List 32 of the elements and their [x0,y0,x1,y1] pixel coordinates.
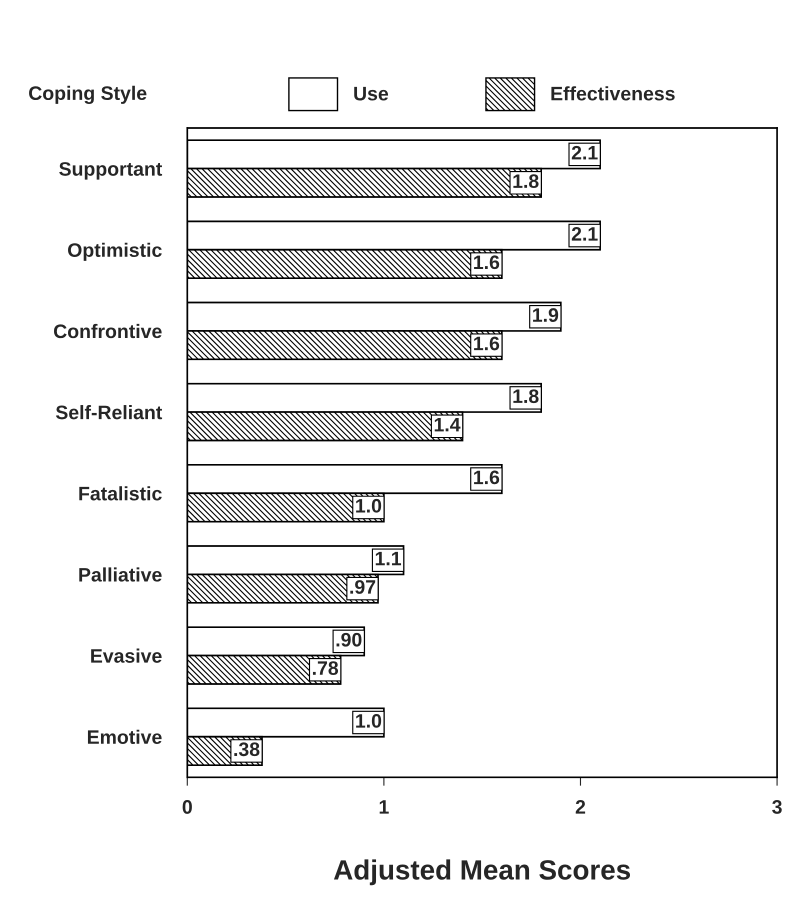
x-tick-label: 3 [772,800,782,814]
data-label: 2.1 [572,146,598,160]
y-tick-label: Evasive [91,648,162,663]
y-tick-label: Fatalistic [79,486,162,500]
y-tick-label: Palliative [79,567,162,582]
data-label: 1.6 [474,470,500,484]
data-label: 1.0 [356,714,382,728]
data-label: 1.6 [474,336,500,350]
x-tick-label: 0 [182,800,192,814]
data-label: 1.8 [513,174,539,188]
data-label: 1.6 [474,255,500,270]
y-tick-label: Supportant [59,162,162,180]
data-label: 1.1 [376,552,402,566]
data-label: 1.8 [513,389,539,404]
data-label: 1.0 [356,498,382,513]
legend-label: Use [354,86,388,100]
data-label: 1.4 [434,418,460,432]
y-tick-label: Optimistic [68,242,162,261]
data-label: 2.1 [572,227,598,241]
y-tick-label: Confrontive [54,324,162,338]
data-label: .97 [350,580,376,594]
data-label: .90 [336,632,362,647]
data-label: .38 [234,742,260,756]
y-tick-label: Self-Reliant [56,405,162,420]
x-tick-label: 1 [380,800,389,814]
x-tick-label: 2 [576,800,586,814]
legend-label: Effectiveness [551,86,675,100]
y-tick-label: Emotive [88,730,162,744]
data-label: .78 [312,661,338,676]
data-label: 1.9 [533,308,558,322]
y-axis-title: Coping Style [29,86,146,104]
x-axis-title: Adjusted Mean Scores [334,859,630,886]
